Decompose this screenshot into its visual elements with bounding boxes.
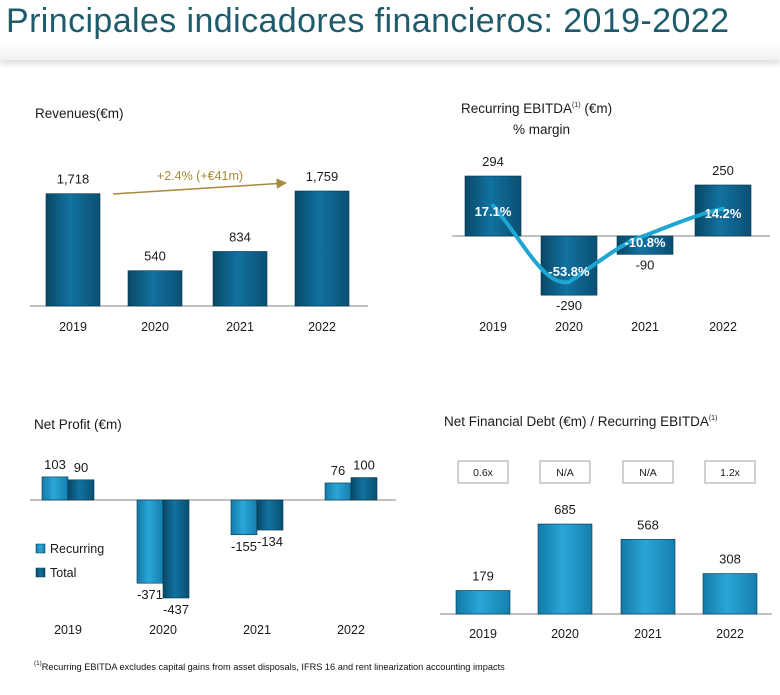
net-profit-bar-total-2019 <box>67 479 95 501</box>
net-debt-ratio-label-2020: N/A <box>556 467 574 479</box>
net-debt-bar-2021 <box>620 539 676 615</box>
net-profit-x-tick-2021: 2021 <box>243 623 271 637</box>
net-debt-title-main: Net Financial Debt (€m) / Recurring EBIT… <box>444 414 709 429</box>
revenues-x-tick-2019: 2019 <box>59 320 87 334</box>
footnote: (1)Recurring EBITDA excludes capital gai… <box>34 660 505 673</box>
revenues-x-tick-2021: 2021 <box>226 320 254 334</box>
net-profit-legend-swatch-total <box>35 567 46 578</box>
net-debt-x-tick-2022: 2022 <box>716 627 744 641</box>
net-profit-value-label-recurring-2021: -155 <box>231 539 257 554</box>
ebitda-value-label-2021: -90 <box>636 257 655 272</box>
net-debt-title-footnote-mark: (1) <box>708 415 718 422</box>
net-debt-ratio-label-2022: 1.2x <box>720 467 741 479</box>
net-profit-bar-recurring-2022 <box>324 482 352 501</box>
ebitda-title-unit: (€m) <box>580 101 613 116</box>
revenues-bar-2019 <box>45 193 101 307</box>
title-band: Principales indicadores financieros: 201… <box>0 0 780 60</box>
ebitda-x-tick-2021: 2021 <box>631 320 659 334</box>
ebitda-value-label-2020: -290 <box>556 298 582 313</box>
net-profit-value-label-total-2021: -134 <box>257 534 283 549</box>
net-profit-x-tick-2019: 2019 <box>54 623 82 637</box>
ebitda-x-tick-2020: 2020 <box>555 320 583 334</box>
revenues-growth-arrow <box>112 178 288 195</box>
net-debt-bar-2020 <box>537 523 593 615</box>
revenues-value-label-2019: 1,718 <box>57 172 90 187</box>
net-debt-bar-2022 <box>702 573 758 615</box>
net-debt-value-label-2020: 685 <box>554 502 576 517</box>
ebitda-margin-line <box>491 203 725 285</box>
ebitda-margin-label-2021: -10.8% <box>624 235 666 250</box>
revenues-value-label-2021: 834 <box>229 229 251 244</box>
revenues-bar-2022 <box>294 190 350 307</box>
net-profit-title: Net Profit (€m) <box>34 417 122 432</box>
revenues-value-label-2020: 540 <box>144 249 166 264</box>
revenues-bar-2021 <box>212 251 268 307</box>
net-debt-value-label-2019: 179 <box>472 568 494 583</box>
net-debt-x-tick-2020: 2020 <box>551 627 579 641</box>
net-profit-value-label-total-2022: 100 <box>353 458 375 473</box>
net-debt-ratio-box-2020 <box>539 460 591 484</box>
footnote-text: Recurring EBITDA excludes capital gains … <box>41 662 505 673</box>
net-profit-bar-recurring-2021 <box>230 499 258 536</box>
net-debt-ratio-box-2022 <box>704 460 756 484</box>
net-debt-ratio-box-2019 <box>457 460 509 484</box>
net-debt-ratio-box-2021 <box>622 460 674 484</box>
ebitda-bar-2022 <box>694 184 752 237</box>
ebitda-title: Recurring EBITDA(1) (€m) <box>461 101 612 116</box>
revenues-bar-2020 <box>127 270 183 307</box>
revenues-growth-annotation: +2.4% (+€41m) <box>157 169 243 183</box>
net-debt-x-tick-2021: 2021 <box>634 627 662 641</box>
net-profit-x-tick-2022: 2022 <box>337 623 365 637</box>
net-profit-x-tick-2020: 2020 <box>149 623 177 637</box>
ebitda-margin-label-2020: -53.8% <box>548 264 590 279</box>
ebitda-subtitle: % margin <box>513 122 571 137</box>
net-profit-value-label-recurring-2022: 76 <box>331 463 345 478</box>
revenues-title: Revenues(€m) <box>35 106 124 121</box>
net-debt-value-label-2022: 308 <box>719 552 741 567</box>
page-title: Principales indicadores financieros: 201… <box>6 2 730 40</box>
net-profit-legend-label-recurring: Recurring <box>50 542 104 556</box>
ebitda-margin-label-2022: 14.2% <box>705 206 742 221</box>
net-profit-bar-recurring-2019 <box>41 476 69 501</box>
net-debt-ratio-label-2019: 0.6x <box>473 467 494 479</box>
ebitda-x-tick-2022: 2022 <box>709 320 737 334</box>
net-profit-bar-total-2020 <box>162 499 190 599</box>
ebitda-title-footnote-mark: (1) <box>572 102 581 109</box>
revenues-x-tick-2020: 2020 <box>141 320 169 334</box>
net-profit-value-label-recurring-2019: 103 <box>44 457 66 472</box>
net-debt-x-tick-2019: 2019 <box>469 627 497 641</box>
revenues-x-tick-2022: 2022 <box>308 320 336 334</box>
ebitda-title-main: Recurring EBITDA <box>461 101 573 116</box>
net-debt-value-label-2021: 568 <box>637 517 659 532</box>
net-debt-title: Net Financial Debt (€m) / Recurring EBIT… <box>444 414 717 429</box>
net-profit-bar-recurring-2020 <box>136 499 164 584</box>
ebitda-bar-2020 <box>540 235 598 296</box>
ebitda-value-label-2019: 294 <box>482 154 504 169</box>
net-debt-ratio-label-2021: N/A <box>639 467 657 479</box>
net-profit-value-label-total-2020: -437 <box>163 602 189 617</box>
net-profit-legend-label-total: Total <box>50 566 76 580</box>
net-profit-bar-total-2021 <box>256 499 284 531</box>
ebitda-value-label-2022: 250 <box>712 163 734 178</box>
net-debt-bar-2019 <box>455 590 511 615</box>
net-profit-legend-swatch-recurring <box>35 543 46 554</box>
net-profit-value-label-total-2019: 90 <box>74 460 88 475</box>
ebitda-margin-label-2019: 17.1% <box>475 204 512 219</box>
net-profit-value-label-recurring-2020: -371 <box>137 587 163 602</box>
ebitda-x-tick-2019: 2019 <box>479 320 507 334</box>
net-profit-bar-total-2022 <box>350 477 378 501</box>
footnote-mark: (1) <box>34 660 42 667</box>
revenues-value-label-2022: 1,759 <box>306 169 339 184</box>
